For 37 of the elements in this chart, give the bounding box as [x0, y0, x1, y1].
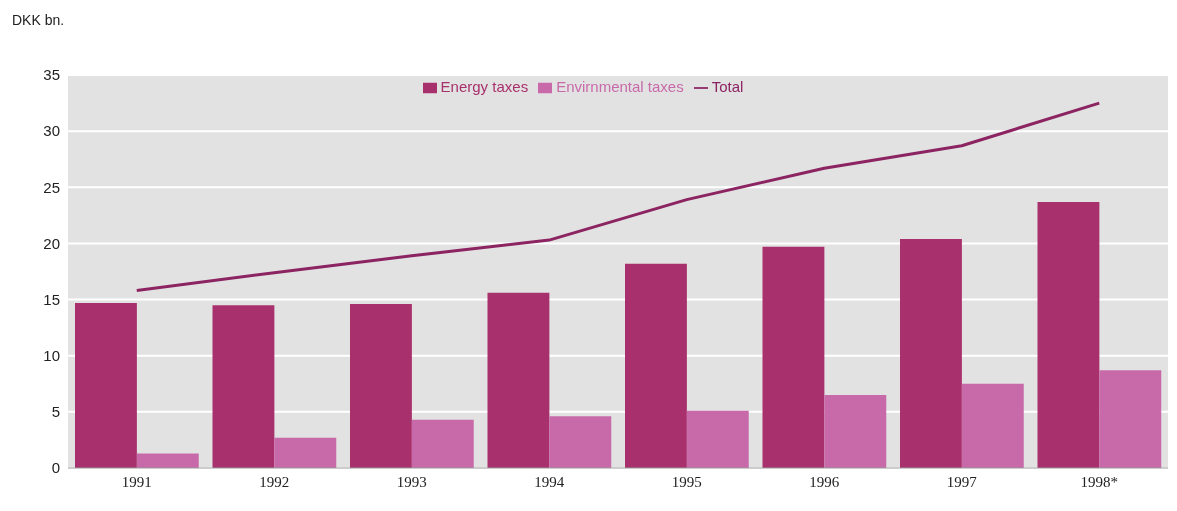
x-tick-label: 1997	[946, 473, 978, 490]
x-tick-label: 1996	[809, 473, 840, 490]
bar	[274, 437, 337, 468]
y-tick-label: 20	[43, 234, 60, 252]
bar	[762, 246, 825, 468]
bar	[136, 453, 199, 468]
bar	[549, 416, 612, 468]
x-tick-label: 1991	[121, 473, 152, 490]
bar	[1037, 201, 1100, 468]
y-tick-label: 5	[51, 403, 60, 421]
bar	[900, 238, 962, 468]
bar	[75, 302, 137, 468]
bar	[411, 419, 474, 468]
line-series	[135, 101, 1101, 293]
y-tick-label: 30	[43, 122, 60, 140]
y-tick-label: 15	[43, 290, 60, 308]
bar	[824, 395, 887, 468]
x-tick-label: 1993	[396, 473, 427, 490]
x-tick-label: 1998*	[1080, 473, 1118, 490]
y-tick-label: 35	[43, 66, 60, 84]
legend-label: Energy taxes	[440, 78, 529, 95]
legend-label: Envirnmental taxes	[556, 78, 684, 95]
bar	[625, 263, 687, 468]
y-axis-title: DKK bn.	[12, 12, 65, 28]
y-tick-label: 25	[43, 178, 60, 196]
bar	[350, 304, 412, 468]
y-tick-label: 0	[51, 459, 60, 477]
legend-label: Total	[711, 78, 744, 95]
bar	[487, 292, 550, 468]
x-tick-label: 1995	[671, 473, 702, 490]
bar	[212, 305, 275, 468]
bar	[961, 383, 1024, 468]
bar	[686, 410, 749, 468]
x-tick-label: 1994	[534, 473, 565, 490]
y-tick-label: 10	[43, 347, 60, 365]
bar	[1099, 370, 1162, 468]
x-tick-label: 1992	[259, 473, 290, 490]
